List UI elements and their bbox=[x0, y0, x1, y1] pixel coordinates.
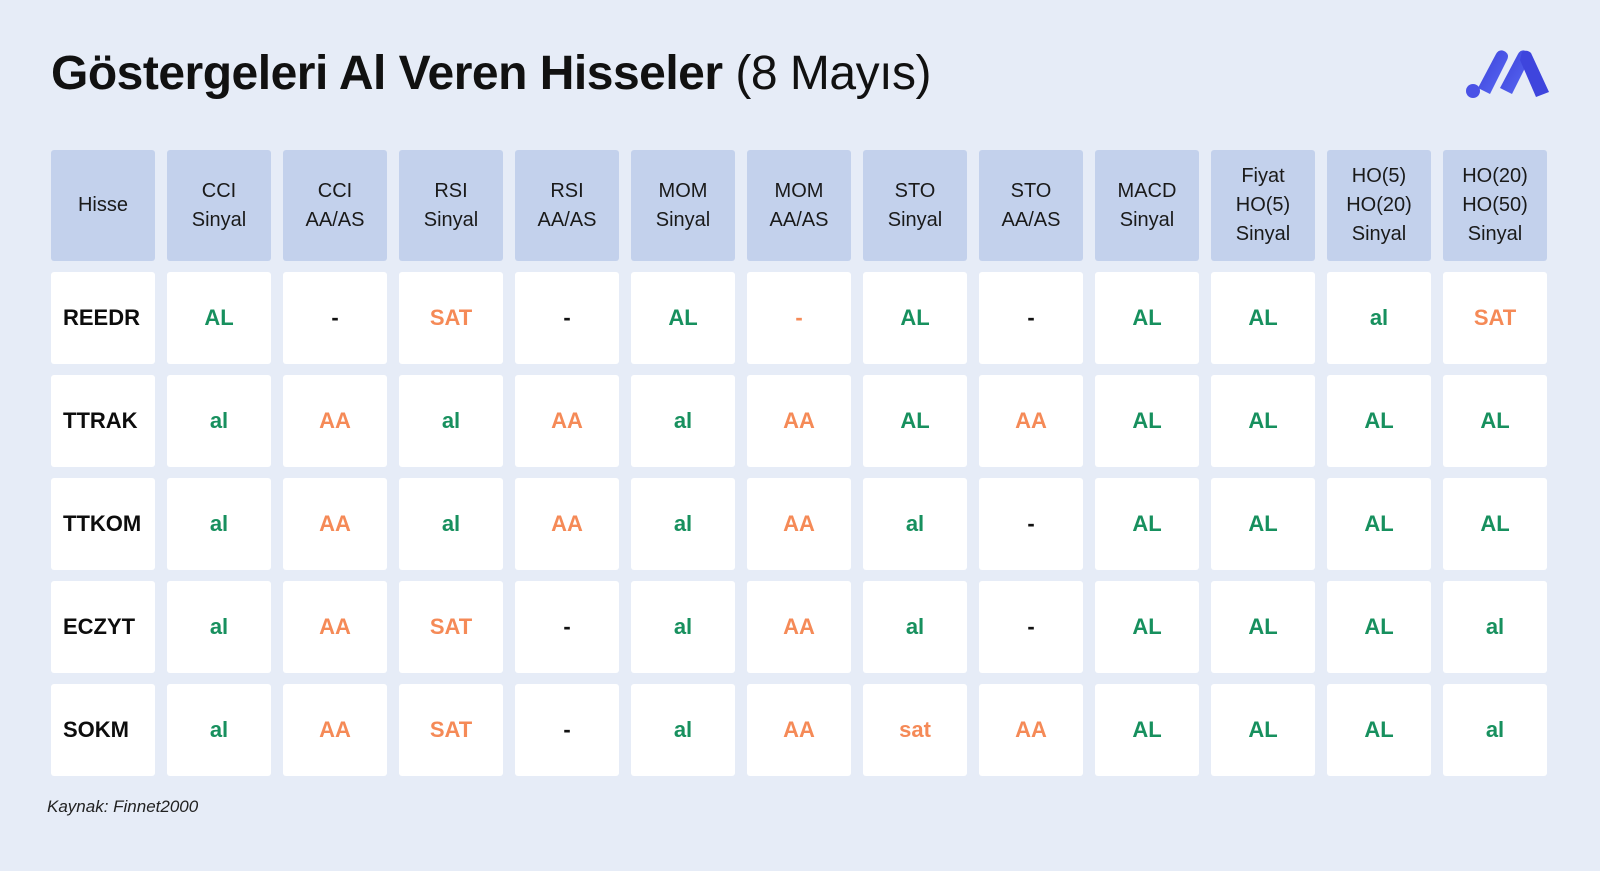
column-header: STO Sinyal bbox=[863, 150, 967, 261]
signal-cell: al bbox=[167, 478, 271, 570]
title-main: Göstergeleri Al Veren Hisseler bbox=[51, 47, 723, 100]
signal-cell: AA bbox=[515, 375, 619, 467]
title-date: (8 Mayıs) bbox=[735, 47, 931, 100]
signal-cell: - bbox=[515, 684, 619, 776]
signal-cell: AL bbox=[1095, 478, 1199, 570]
column-header: HO(20) HO(50) Sinyal bbox=[1443, 150, 1547, 261]
signal-cell: - bbox=[747, 272, 851, 364]
signal-cell: AA bbox=[515, 478, 619, 570]
signal-cell: - bbox=[979, 272, 1083, 364]
signal-cell: - bbox=[515, 581, 619, 673]
source-note: Kaynak: Finnet2000 bbox=[47, 797, 199, 816]
signal-cell: AL bbox=[1211, 684, 1315, 776]
column-header: MOM AA/AS bbox=[747, 150, 851, 261]
brand-logo bbox=[1466, 50, 1549, 98]
signal-cell: AA bbox=[747, 581, 851, 673]
column-header: STO AA/AS bbox=[979, 150, 1083, 261]
signal-cell: - bbox=[515, 272, 619, 364]
ticker-cell: TTRAK bbox=[51, 375, 155, 467]
signal-cell: AA bbox=[747, 375, 851, 467]
column-header: CCI Sinyal bbox=[167, 150, 271, 261]
signal-cell: al bbox=[399, 375, 503, 467]
column-header: CCI AA/AS bbox=[283, 150, 387, 261]
signal-cell: AL bbox=[1327, 478, 1431, 570]
column-header: RSI AA/AS bbox=[515, 150, 619, 261]
signal-cell: AL bbox=[1095, 684, 1199, 776]
signal-cell: AL bbox=[863, 272, 967, 364]
signal-cell: al bbox=[631, 478, 735, 570]
page-title: Göstergeleri Al Veren Hisseler (8 Mayıs) bbox=[51, 44, 931, 104]
signal-cell: al bbox=[863, 581, 967, 673]
header-hisse: Hisse bbox=[51, 150, 155, 261]
column-header: MOM Sinyal bbox=[631, 150, 735, 261]
signal-cell: al bbox=[1443, 684, 1547, 776]
signal-cell: al bbox=[863, 478, 967, 570]
signal-cell: AA bbox=[283, 375, 387, 467]
signal-cell: AL bbox=[1211, 272, 1315, 364]
signal-cell: AL bbox=[1443, 478, 1547, 570]
signal-cell: al bbox=[167, 375, 271, 467]
column-header: MACD Sinyal bbox=[1095, 150, 1199, 261]
ticker-cell: REEDR bbox=[51, 272, 155, 364]
signal-cell: AL bbox=[167, 272, 271, 364]
column-header: RSI Sinyal bbox=[399, 150, 503, 261]
signal-cell: AL bbox=[1211, 375, 1315, 467]
signal-cell: al bbox=[631, 684, 735, 776]
signal-cell: AL bbox=[1327, 375, 1431, 467]
signal-cell: al bbox=[399, 478, 503, 570]
column-header: Fiyat HO(5) Sinyal bbox=[1211, 150, 1315, 261]
signal-cell: al bbox=[631, 375, 735, 467]
signal-cell: SAT bbox=[399, 581, 503, 673]
signal-cell: SAT bbox=[399, 684, 503, 776]
signal-cell: AL bbox=[1327, 684, 1431, 776]
signal-cell: al bbox=[167, 684, 271, 776]
signal-cell: AL bbox=[631, 272, 735, 364]
signal-cell: AL bbox=[1211, 478, 1315, 570]
signal-cell: SAT bbox=[1443, 272, 1547, 364]
signal-cell: - bbox=[979, 581, 1083, 673]
signal-cell: AL bbox=[1443, 375, 1547, 467]
signal-cell: AL bbox=[1211, 581, 1315, 673]
signal-cell: SAT bbox=[399, 272, 503, 364]
ticker-cell: TTKOM bbox=[51, 478, 155, 570]
column-header: HO(5) HO(20) Sinyal bbox=[1327, 150, 1431, 261]
signal-cell: AA bbox=[747, 684, 851, 776]
signal-cell: AA bbox=[283, 684, 387, 776]
signal-cell: AA bbox=[283, 581, 387, 673]
signal-cell: AA bbox=[979, 375, 1083, 467]
ticker-cell: ECZYT bbox=[51, 581, 155, 673]
signal-cell: AL bbox=[863, 375, 967, 467]
signal-cell: al bbox=[167, 581, 271, 673]
ticker-cell: SOKM bbox=[51, 684, 155, 776]
signal-cell: al bbox=[1443, 581, 1547, 673]
signal-cell: AL bbox=[1327, 581, 1431, 673]
signal-cell: AA bbox=[747, 478, 851, 570]
signal-cell: AL bbox=[1095, 272, 1199, 364]
signal-cell: AL bbox=[1095, 375, 1199, 467]
signal-cell: al bbox=[1327, 272, 1431, 364]
signal-cell: - bbox=[283, 272, 387, 364]
signal-cell: al bbox=[631, 581, 735, 673]
signals-table: Hisse CCI Sinyal CCI AA/AS RSI Sinyal RSI AA… bbox=[51, 150, 1547, 776]
signal-cell: AA bbox=[283, 478, 387, 570]
signal-cell: AA bbox=[979, 684, 1083, 776]
signal-cell: AL bbox=[1095, 581, 1199, 673]
signal-cell: - bbox=[979, 478, 1083, 570]
signal-cell: sat bbox=[863, 684, 967, 776]
